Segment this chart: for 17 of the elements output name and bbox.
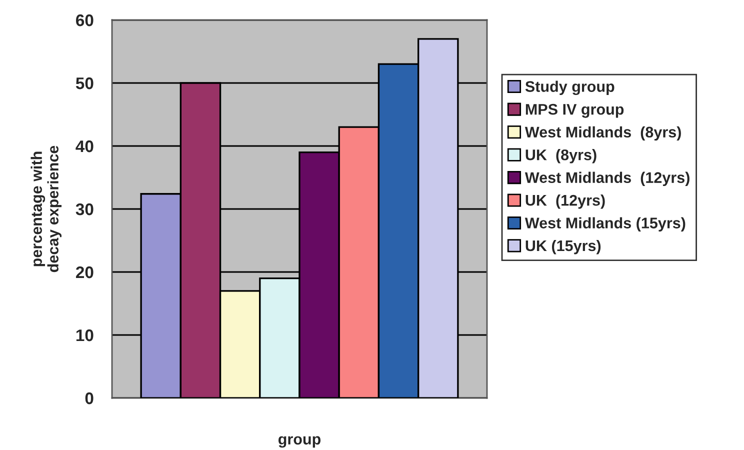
y-tick-label: 20	[76, 266, 94, 278]
legend-label: Study group	[525, 80, 614, 96]
legend-label: UK (15yrs)	[526, 240, 601, 254]
x-axis-title: group	[278, 436, 321, 448]
y-tick-label: 60	[76, 14, 94, 26]
legend-label: West Midlands (8yrs)	[524, 126, 681, 141]
y-axis-title: percentage with decay experience	[30, 146, 62, 272]
legend-label: MPS IV group	[526, 104, 624, 118]
legend-label: West Midlands (12yrs)	[524, 172, 690, 186]
y-tick-label: 50	[76, 77, 94, 90]
y-tick-label: 0	[85, 392, 94, 404]
legend-label: UK (12yrs)	[526, 194, 605, 209]
y-tick-label: 40	[76, 140, 94, 152]
legend-label: West Midlands (15yrs)	[524, 217, 686, 232]
y-tick-label: 30	[76, 203, 94, 216]
y-tick-label: 10	[76, 329, 94, 342]
legend-label: UK (8yrs)	[526, 149, 596, 164]
